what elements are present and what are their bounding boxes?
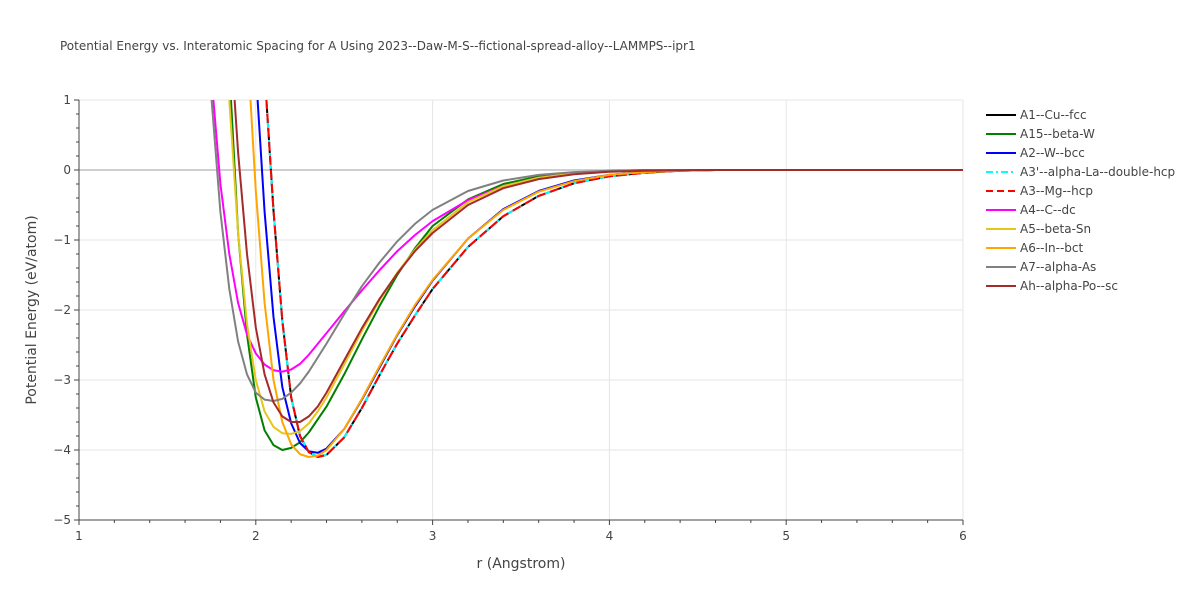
legend-label: A6--In--bct xyxy=(1020,241,1084,255)
series-line-9 xyxy=(233,99,963,423)
y-tick-label: −1 xyxy=(53,233,71,247)
series-line-3 xyxy=(265,99,963,458)
legend-item[interactable]: A6--In--bct xyxy=(986,241,1084,255)
legend-item[interactable]: A5--beta-Sn xyxy=(986,222,1091,236)
x-tick-label: 3 xyxy=(429,529,437,543)
series-line-2 xyxy=(256,99,963,454)
y-tick-label: 0 xyxy=(63,163,71,177)
legend[interactable]: A1--Cu--fcc A15--beta-W A2--W--bcc A3'--alp… xyxy=(986,108,1175,293)
x-tick-label: 5 xyxy=(782,529,790,543)
legend-label: A5--beta-Sn xyxy=(1020,222,1091,236)
y-tick-label: −5 xyxy=(53,513,71,527)
x-tick-labels: 1 2 3 4 5 6 xyxy=(75,529,967,543)
legend-label: A4--C--dc xyxy=(1020,203,1076,217)
grid-lines xyxy=(79,99,964,520)
legend-label: A15--beta-W xyxy=(1020,127,1095,141)
series-line-5 xyxy=(212,99,963,373)
legend-label: A3--Mg--hcp xyxy=(1020,184,1093,198)
y-axis-title: Potential Energy (eV/atom) xyxy=(24,215,40,404)
legend-item[interactable]: A2--W--bcc xyxy=(986,146,1085,160)
y-tick-labels: 1 0 −1 −2 −3 −4 −5 xyxy=(53,93,71,527)
y-tick-label: −4 xyxy=(53,443,71,457)
series-line-1 xyxy=(230,99,963,451)
axes xyxy=(74,99,964,525)
legend-item[interactable]: A4--C--dc xyxy=(986,203,1076,217)
legend-label: A7--alpha-As xyxy=(1020,260,1096,274)
legend-item[interactable]: A7--alpha-As xyxy=(986,260,1096,274)
y-tick-label: −2 xyxy=(53,303,71,317)
series-line-7 xyxy=(249,99,963,458)
series-line-8 xyxy=(210,99,963,402)
legend-item[interactable]: A15--beta-W xyxy=(986,127,1095,141)
series-layer xyxy=(210,99,963,458)
y-tick-label: 1 xyxy=(63,93,71,107)
x-tick-label: 2 xyxy=(252,529,260,543)
legend-item[interactable]: A3--Mg--hcp xyxy=(986,184,1093,198)
legend-label: Ah--alpha-Po--sc xyxy=(1020,279,1118,293)
legend-item[interactable]: A1--Cu--fcc xyxy=(986,108,1087,122)
legend-item[interactable]: A3'--alpha-La--double-hcp xyxy=(986,165,1175,179)
x-tick-label: 4 xyxy=(606,529,614,543)
series-line-0 xyxy=(265,99,963,458)
x-tick-label: 6 xyxy=(959,529,967,543)
y-tick-label: −3 xyxy=(53,373,71,387)
x-tick-label: 1 xyxy=(75,529,83,543)
series-line-4 xyxy=(265,99,963,458)
legend-label: A1--Cu--fcc xyxy=(1020,108,1087,122)
legend-item[interactable]: Ah--alpha-Po--sc xyxy=(986,279,1118,293)
legend-label: A2--W--bcc xyxy=(1020,146,1085,160)
chart-title: Potential Energy vs. Interatomic Spacing… xyxy=(60,39,696,53)
legend-label: A3'--alpha-La--double-hcp xyxy=(1020,165,1175,179)
x-axis-title: r (Angstrom) xyxy=(477,556,566,572)
